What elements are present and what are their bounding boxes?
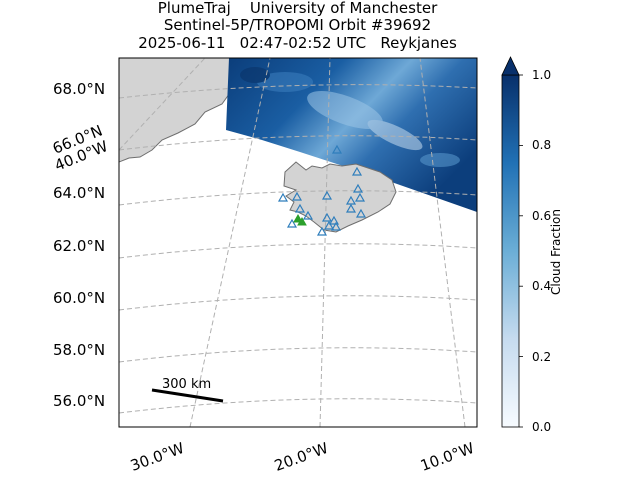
volcano-marker	[321, 190, 333, 200]
lat-label-60n: 60.0°N	[53, 289, 106, 307]
volcano-marker	[291, 191, 303, 201]
lat-label-56n: 56.0°N	[53, 392, 106, 410]
volcano-marker	[330, 221, 342, 231]
scale-bar-label: 300 km	[162, 377, 212, 392]
map-frame	[118, 57, 478, 428]
volcano-markers	[277, 144, 367, 236]
source-marker	[293, 213, 303, 223]
volcano-marker	[321, 212, 333, 222]
volcano-marker	[294, 203, 306, 213]
cloud-texture	[240, 67, 460, 167]
source-marker	[297, 216, 307, 226]
colorbar-tick-0-2: 0.2	[532, 350, 552, 364]
volcano-marker	[323, 220, 335, 230]
parallel-gridlines	[119, 84, 477, 414]
colorbar-tick-0-4: 0.4	[532, 279, 552, 293]
colorbar-tick-0-8: 0.8	[532, 138, 552, 152]
iceland-landmass	[283, 161, 397, 233]
colorbar-tick-1-0: 1.0	[532, 68, 552, 82]
volcano-marker	[354, 192, 366, 202]
scale-bar	[151, 388, 224, 403]
volcano-marker	[345, 203, 357, 213]
map-title-line-2: Sentinel-5P/TROPOMI Orbit #39692	[163, 16, 432, 34]
colorbar	[501, 56, 523, 428]
lat-label-62n: 62.0°N	[53, 237, 106, 255]
colorbar-label: Cloud Fraction	[549, 209, 563, 295]
colorbar-tick-0-0: 0.0	[532, 420, 552, 434]
cloud-fraction-swath	[226, 58, 477, 212]
reykjanes-source-markers	[293, 213, 307, 226]
volcano-marker	[277, 192, 289, 202]
map-title-line-3: 2025-06-11 02:47-02:52 UTC Reykjanes	[138, 34, 457, 52]
volcano-marker	[355, 208, 367, 218]
colorbar-tick-0-6: 0.6	[532, 209, 552, 223]
volcano-marker	[352, 183, 364, 193]
volcano-marker	[316, 226, 328, 236]
lat-label-68n: 68.0°N	[53, 80, 106, 98]
volcano-marker	[286, 218, 298, 228]
meridian-gridlines	[119, 58, 466, 427]
map-title-line-1: PlumeTraj University of Manchester	[157, 0, 438, 17]
map-area	[119, 58, 477, 427]
volcano-marker	[331, 144, 343, 154]
lat-label-58n: 58.0°N	[53, 341, 106, 359]
colorbar-extend-arrow	[501, 56, 520, 76]
lat-label-64n: 64.0°N	[53, 184, 106, 202]
volcano-marker	[328, 215, 340, 225]
volcano-marker	[351, 166, 363, 176]
volcano-marker	[302, 210, 314, 220]
